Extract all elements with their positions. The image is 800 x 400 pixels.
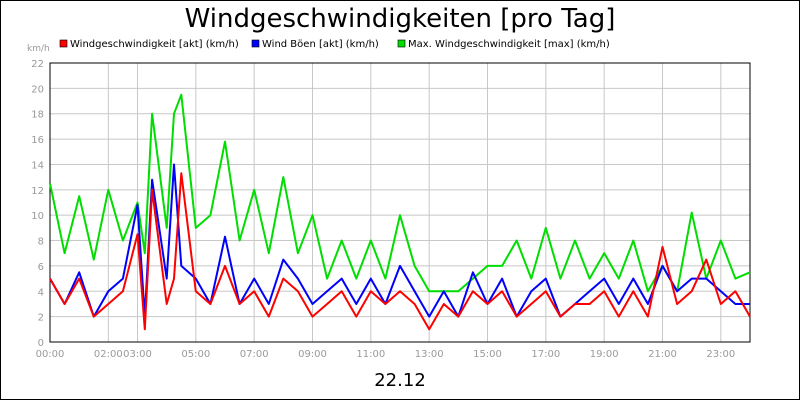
x-axis-ticks: 00:00 02:00 03:00 05:00 07:00 09:00 11:00 13:00…	[36, 349, 736, 360]
series-line-1	[49, 172, 751, 331]
y-tick-label: 2	[38, 313, 44, 324]
y-tick-label: 16	[31, 135, 44, 146]
legend-swatch	[59, 39, 68, 48]
x-tick-label: 21:00	[648, 349, 677, 360]
y-tick-label: 10	[31, 211, 44, 222]
plot-area	[49, 62, 751, 343]
legend-label: Windgeschwindigkeit [akt] (km/h)	[70, 39, 239, 50]
x-tick-label: 03:00	[123, 349, 152, 360]
x-tick-label: 19:00	[590, 349, 619, 360]
x-tick-label: 05:00	[181, 349, 210, 360]
legend-swatch	[251, 39, 260, 48]
legend-label: Wind Böen [akt] (km/h)	[262, 39, 379, 50]
x-tick-label: 00:00	[36, 349, 65, 360]
x-tick-label: 09:00	[298, 349, 327, 360]
y-axis-ticks: 0 2 4 6 8 10 12 14 16 18 20 22	[31, 59, 44, 349]
y-tick-label: 0	[38, 338, 44, 349]
chart-title: Windgeschwindigkeiten [pro Tag]	[185, 4, 616, 34]
y-tick-label: 8	[38, 237, 44, 248]
series-lines	[49, 93, 751, 331]
x-tick-label: 13:00	[415, 349, 444, 360]
x-tick-label: 17:00	[531, 349, 560, 360]
y-tick-label: 14	[31, 160, 44, 171]
y-axis-unit: km/h	[27, 44, 50, 54]
legend-swatch	[397, 39, 406, 48]
y-tick-label: 20	[31, 84, 44, 95]
x-axis-label: 22.12	[374, 370, 426, 391]
y-tick-label: 22	[31, 59, 44, 70]
x-tick-label: 07:00	[240, 349, 269, 360]
legend-label: Max. Windgeschwindigkeit [max] (km/h)	[408, 39, 610, 50]
x-tick-label: 23:00	[706, 349, 735, 360]
x-tick-label: 15:00	[473, 349, 502, 360]
x-tick-label: 11:00	[356, 349, 385, 360]
legend: Windgeschwindigkeit [akt] (km/h) Wind Böe…	[59, 39, 610, 50]
y-tick-label: 6	[38, 262, 44, 273]
series-line-3	[49, 93, 751, 293]
y-tick-label: 12	[31, 186, 44, 197]
y-tick-label: 4	[38, 287, 44, 298]
x-tick-label: 02:00	[94, 349, 123, 360]
y-tick-label: 18	[31, 110, 44, 121]
